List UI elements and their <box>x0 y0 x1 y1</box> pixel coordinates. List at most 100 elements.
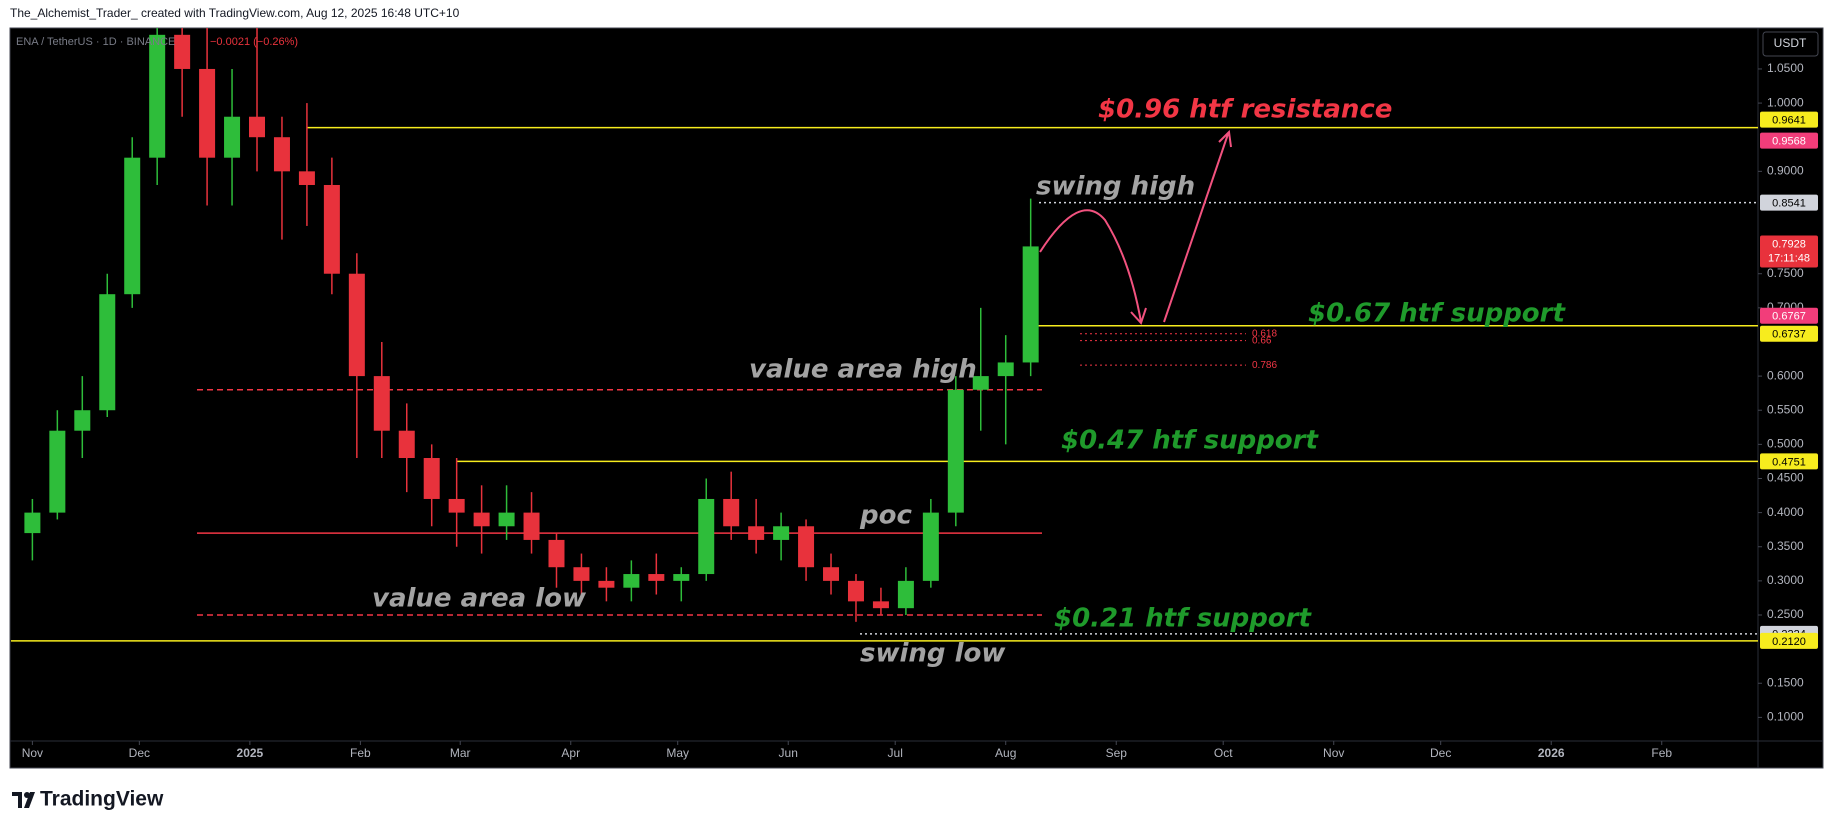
price-label-box <box>1760 132 1818 149</box>
price-label: 0.9568 <box>1772 135 1806 147</box>
candle-body <box>648 574 665 581</box>
x-tick-label: Jun <box>779 746 798 760</box>
fib-label: 0.618 <box>1252 328 1277 339</box>
x-tick-label: May <box>666 746 689 760</box>
y-tick-label: 0.1000 <box>1767 710 1804 724</box>
change: −0.0021 (−0.26%) <box>210 36 298 48</box>
annotation: $0.67 htf support <box>1308 299 1566 329</box>
current-price-box <box>1760 235 1818 268</box>
candle-body <box>24 512 41 534</box>
candle-body <box>748 526 765 540</box>
arrows <box>1039 129 1232 325</box>
currency: USDT <box>1774 36 1807 50</box>
candle-body <box>74 410 91 431</box>
price-label: 0.6737 <box>1772 329 1806 341</box>
price-label: 0.9641 <box>1772 114 1806 126</box>
annotation: poc <box>859 501 912 531</box>
y-tick-label: 0.4500 <box>1767 471 1804 485</box>
x-tick-label: 2025 <box>237 746 264 760</box>
candle-body <box>897 580 914 609</box>
candle-body <box>373 376 390 431</box>
x-tick-label: Mar <box>450 746 471 760</box>
candle-body <box>922 512 939 581</box>
candle-body <box>523 512 540 540</box>
brand: TradingView <box>40 788 164 811</box>
x-tick-label: Sep <box>1106 746 1128 760</box>
candle-body <box>847 580 864 602</box>
x-tick-label: Nov <box>1323 746 1344 760</box>
price-label-box <box>1760 632 1818 649</box>
price-label: 0.2120 <box>1772 636 1806 648</box>
y-tick-label: 0.3500 <box>1767 539 1804 553</box>
candle-body <box>149 34 166 158</box>
candle-body <box>448 498 465 513</box>
annotation: $0.96 htf resistance <box>1098 95 1392 125</box>
price-label-box <box>1760 194 1818 211</box>
y-tick-label: 0.9000 <box>1767 164 1804 178</box>
candle-body <box>398 430 415 459</box>
current-price: 0.7928 <box>1772 238 1806 250</box>
logo <box>12 792 35 808</box>
candle-body <box>972 376 989 390</box>
x-tick-label: Dec <box>1430 746 1451 760</box>
y-tick-label: 0.2500 <box>1767 607 1804 621</box>
candle-body <box>823 567 840 581</box>
candle-body <box>49 430 66 513</box>
candle-body <box>573 567 590 581</box>
arrow-head <box>1130 307 1147 325</box>
candle-body <box>872 601 889 609</box>
price-label-box <box>1760 307 1818 324</box>
candle-body <box>423 458 440 499</box>
annotation: value area low <box>372 584 587 614</box>
price-label-box <box>1760 111 1818 128</box>
candle-body <box>1022 246 1039 363</box>
fib-label: 0.786 <box>1252 360 1277 371</box>
candle-body <box>249 116 266 138</box>
candle-body <box>273 137 290 172</box>
candle-body <box>623 574 640 588</box>
x-tick-label: Jul <box>888 746 903 760</box>
candle-body <box>548 539 565 568</box>
candle-body <box>598 580 615 588</box>
y-tick-label: 0.5000 <box>1767 437 1804 451</box>
annotation: swing low <box>860 639 1006 669</box>
y-tick-label: 0.4000 <box>1767 505 1804 519</box>
y-tick-label: 0.7500 <box>1767 266 1804 280</box>
arrow-curve <box>1039 209 1142 323</box>
candle-body <box>723 498 740 527</box>
annotation: value area high <box>749 355 977 385</box>
candle-body <box>498 512 515 527</box>
price-label: 0.8541 <box>1772 198 1806 210</box>
annotation: $0.21 htf support <box>1054 604 1312 634</box>
y-tick-label: 1.0000 <box>1767 95 1804 109</box>
x-tick-label: Nov <box>22 746 43 760</box>
candle-body <box>199 68 216 158</box>
candle-body <box>798 526 815 568</box>
annotation: swing high <box>1036 172 1195 202</box>
currency-button[interactable] <box>1762 31 1819 57</box>
price-label-box <box>1760 453 1818 470</box>
candle-body <box>348 273 365 377</box>
x-tick-label: Apr <box>561 746 580 760</box>
candle-body <box>997 362 1014 377</box>
x-tick-label: Dec <box>129 746 150 760</box>
candle-body <box>947 389 964 513</box>
annotation: $0.47 htf support <box>1061 426 1319 456</box>
candle-body <box>698 498 715 575</box>
y-tick-label: 0.1500 <box>1767 675 1804 689</box>
candle-body <box>673 574 690 581</box>
credit: The_Alchemist_Trader_ created with Tradi… <box>10 6 460 20</box>
chart-panel <box>9 27 1824 769</box>
arrow-line <box>1163 133 1229 323</box>
y-tick-label: 0.5500 <box>1767 402 1804 416</box>
candle-body <box>298 171 315 185</box>
candle-body <box>174 34 191 69</box>
candle-body <box>773 526 790 540</box>
fib-label: 0.66 <box>1252 335 1272 346</box>
countdown: 17:11:48 <box>1768 252 1810 264</box>
y-tick-label: 0.6000 <box>1767 368 1804 382</box>
logo-dot <box>24 792 30 798</box>
arrow-head <box>1218 129 1232 148</box>
